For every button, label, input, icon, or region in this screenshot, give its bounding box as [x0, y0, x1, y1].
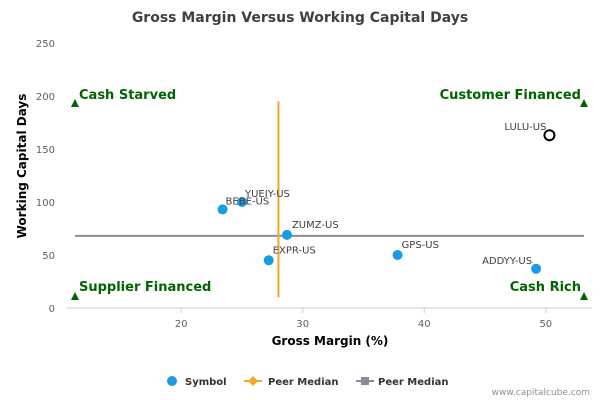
- point-expr-us[interactable]: [263, 255, 274, 266]
- quadrant-marker-top-left: [71, 99, 79, 107]
- quadrant-label-top-left: Cash Starved: [79, 88, 176, 103]
- legend-peer-median-horizontal-label: Peer Median: [378, 377, 449, 388]
- point-zumz-us[interactable]: [281, 229, 292, 240]
- chart-title: Gross Margin Versus Working Capital Days: [132, 10, 468, 26]
- legend-square-marker: [361, 377, 369, 385]
- point-bebe-us[interactable]: [217, 204, 228, 215]
- y-axis-label: Working Capital Days: [15, 94, 29, 239]
- x-tick-label: 20: [175, 319, 188, 330]
- legend-item-peer-median-vertical[interactable]: Peer Median: [244, 376, 339, 388]
- legend: Symbol Peer Median Peer Median: [167, 376, 449, 388]
- x-tick-label: 50: [539, 319, 552, 330]
- legend-symbol-circle-marker: [167, 376, 177, 386]
- legend-item-peer-median-horizontal[interactable]: Peer Median: [356, 377, 449, 388]
- y-tick-label: 200: [36, 92, 55, 103]
- quadrant-marker-bottom-left: [71, 292, 79, 300]
- point-label-expr-us: EXPR-US: [273, 245, 316, 256]
- point-label-yueiy-us: YUEIY-US: [244, 189, 290, 200]
- x-tick-label: 30: [296, 319, 309, 330]
- y-axis-ticks: 0 50 100 150 200 250: [36, 39, 55, 315]
- quadrant-label-bottom-right: Cash Rich: [510, 280, 581, 295]
- y-tick-label: 250: [36, 39, 55, 50]
- quadrant-marker-top-right: [580, 99, 588, 107]
- point-label-gps-us: GPS-US: [402, 240, 439, 251]
- legend-peer-median-vertical-label: Peer Median: [268, 377, 339, 388]
- quadrant-label-top-right: Customer Financed: [440, 88, 581, 103]
- credit-text: www.capitalcube.com: [492, 388, 590, 398]
- point-addyy-us[interactable]: [531, 263, 542, 274]
- legend-item-symbol[interactable]: Symbol: [167, 376, 227, 388]
- quadrant-labels: Cash Starved Customer Financed Supplier Fi…: [71, 88, 588, 300]
- point-gps-us[interactable]: [392, 250, 403, 260]
- x-tick-label: 40: [418, 319, 431, 330]
- point-label-zumz-us: ZUMZ-US: [292, 220, 339, 231]
- point-yueiy-us[interactable]: [237, 197, 247, 207]
- quadrant-marker-bottom-right: [580, 292, 588, 300]
- point-label-lulu-us: LULU-US: [504, 122, 546, 133]
- x-axis-ticks: 20 30 40 50: [175, 308, 552, 330]
- x-axis-label: Gross Margin (%): [272, 334, 389, 348]
- plot-area: 0 50 100 150 200 250 20 30 40 50 LULU-US YUEIY-US…: [36, 39, 592, 330]
- y-tick-label: 100: [36, 198, 55, 209]
- y-tick-label: 150: [36, 145, 55, 156]
- point-label-addyy-us: ADDYY-US: [482, 256, 532, 267]
- point-label-bebe-us: BEBE-US: [226, 196, 270, 207]
- y-tick-label: 50: [42, 251, 55, 262]
- legend-symbol-label: Symbol: [185, 377, 227, 388]
- quadrant-label-bottom-left: Supplier Financed: [79, 280, 211, 295]
- y-tick-label: 0: [49, 304, 55, 315]
- point-lulu-us[interactable]: [543, 129, 556, 142]
- legend-diamond-marker: [248, 376, 258, 386]
